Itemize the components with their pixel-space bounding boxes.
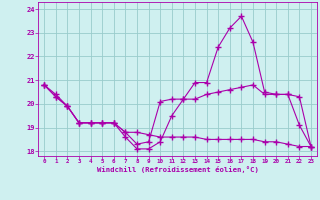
X-axis label: Windchill (Refroidissement éolien,°C): Windchill (Refroidissement éolien,°C) (97, 166, 259, 173)
